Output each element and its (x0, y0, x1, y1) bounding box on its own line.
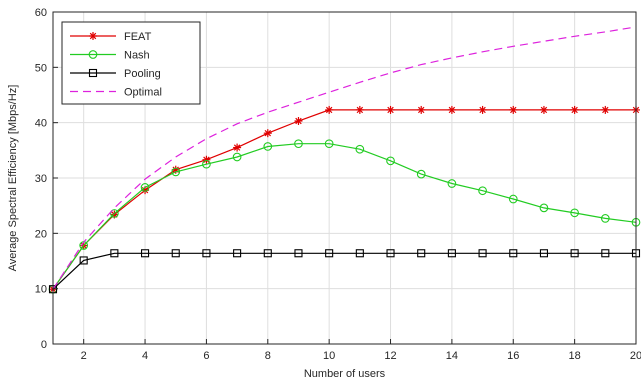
legend-marker-feat (89, 32, 97, 40)
legend-item-pooling: Pooling (70, 68, 161, 80)
data-point-nash (232, 152, 242, 162)
data-point-pooling (294, 249, 303, 258)
y-tick-label: 0 (41, 339, 47, 351)
data-point-nash (508, 194, 518, 204)
data-point-nash (539, 203, 549, 213)
legend-item-feat: FEAT (70, 31, 152, 43)
series-line-optimal (52, 26, 637, 290)
legend-items: FEAT Nash Pooling Optimal (70, 31, 162, 99)
x-tick-label: 8 (265, 350, 271, 362)
x-tick-label: 16 (507, 350, 519, 362)
data-point-feat (294, 117, 303, 126)
data-point-feat (539, 105, 548, 114)
y-tick-label: 20 (35, 228, 47, 240)
y-tick-label: 40 (35, 118, 47, 130)
y-tick-label: 30 (35, 173, 47, 185)
y-axis-label: Average Spectral Efficiency [Mbps/Hz] (7, 85, 19, 272)
data-point-pooling (601, 249, 610, 258)
series-line-nash (52, 143, 637, 290)
data-point-pooling (171, 249, 180, 258)
data-point-pooling (202, 249, 211, 258)
data-point-pooling (509, 249, 518, 258)
data-point-pooling (539, 249, 548, 258)
data-point-nash (202, 159, 211, 169)
data-point-feat (233, 143, 242, 152)
data-point-pooling (325, 249, 334, 258)
legend-item-nash: Nash (70, 50, 150, 62)
series-feat (49, 105, 640, 294)
data-point-feat (417, 105, 426, 114)
data-point-nash (478, 186, 487, 196)
x-tick-label: 18 (569, 350, 581, 362)
data-point-nash (447, 179, 457, 188)
x-tick-label: 10 (323, 350, 335, 362)
ticks: 2 4 6 8 10 12 14 16 18 20 0 10 20 30 40 50 60 (35, 7, 641, 362)
data-point-feat (355, 105, 364, 114)
data-point-nash (355, 144, 365, 154)
data-point-feat (478, 105, 487, 114)
x-tick-label: 14 (446, 350, 458, 362)
series-line-feat (52, 109, 636, 290)
data-point-feat (447, 105, 456, 114)
data-point-pooling (79, 256, 88, 265)
series-nash (48, 139, 641, 294)
y-tick-label: 50 (35, 62, 47, 74)
x-axis-label: Number of users (304, 368, 386, 380)
series-line-pooling (52, 252, 636, 290)
legend-marker-pooling (88, 68, 98, 78)
legend-label-feat: FEAT (124, 31, 152, 43)
data-point-feat (386, 105, 395, 114)
data-point-pooling (478, 249, 487, 258)
x-tick-label: 2 (81, 350, 87, 362)
data-point-pooling (233, 249, 242, 258)
data-point-feat (570, 105, 579, 114)
data-point-pooling (355, 249, 364, 258)
data-point-feat (509, 105, 518, 114)
data-point-pooling (386, 249, 395, 258)
data-point-nash (600, 214, 610, 223)
data-point-feat (263, 129, 272, 138)
y-tick-label: 10 (35, 284, 47, 296)
legend-label-pooling: Pooling (124, 68, 161, 80)
data-point-nash (171, 167, 181, 177)
data-point-pooling (141, 249, 150, 258)
series-optimal (52, 26, 637, 290)
x-tick-label: 20 (630, 350, 641, 362)
legend: FEAT Nash Pooling Optimal (61, 21, 201, 105)
series-layer (48, 26, 641, 294)
data-point-feat (325, 105, 334, 114)
data-point-nash (294, 139, 303, 149)
data-point-pooling (110, 249, 119, 258)
data-point-pooling (570, 249, 579, 258)
legend-label-optimal: Optimal (124, 87, 162, 99)
data-point-pooling (447, 249, 456, 258)
legend-item-optimal: Optimal (70, 87, 162, 99)
data-point-pooling (263, 249, 272, 258)
data-point-nash (140, 183, 150, 192)
data-point-nash (386, 156, 395, 166)
legend-marker-nash (88, 50, 98, 59)
data-point-pooling (417, 249, 426, 258)
data-point-nash (416, 169, 426, 179)
data-point-nash (324, 139, 334, 149)
legend-label-nash: Nash (124, 50, 150, 62)
data-point-nash (263, 142, 273, 151)
y-tick-label: 60 (35, 7, 47, 19)
data-point-nash (570, 208, 579, 218)
data-point-feat (202, 155, 211, 164)
x-tick-label: 12 (384, 350, 396, 362)
x-tick-label: 4 (142, 350, 148, 362)
data-point-feat (601, 105, 610, 114)
x-tick-label: 6 (203, 350, 209, 362)
data-point-nash (110, 209, 119, 218)
series-pooling (48, 249, 641, 294)
